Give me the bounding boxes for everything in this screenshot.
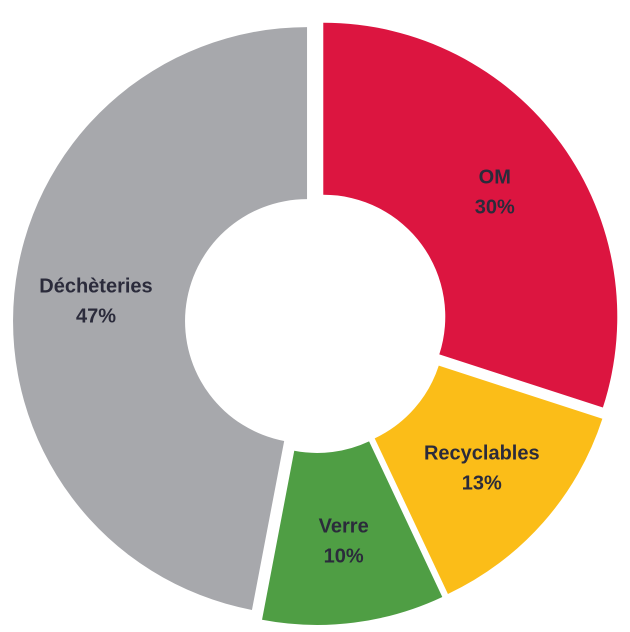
- donut-segment: [323, 22, 618, 408]
- segment-label: Verre: [319, 516, 369, 538]
- segment-value: 47%: [76, 305, 116, 327]
- segment-label: Recyclables: [424, 442, 540, 464]
- segment-label: Déchèteries: [39, 275, 152, 297]
- donut-segment: [374, 365, 603, 594]
- segment-value: 30%: [475, 196, 515, 218]
- segment-label: OM: [479, 166, 511, 188]
- segment-value: 13%: [462, 472, 502, 494]
- donut-segment: [13, 27, 308, 610]
- segment-value: 10%: [324, 546, 364, 568]
- donut-segment: [262, 441, 443, 625]
